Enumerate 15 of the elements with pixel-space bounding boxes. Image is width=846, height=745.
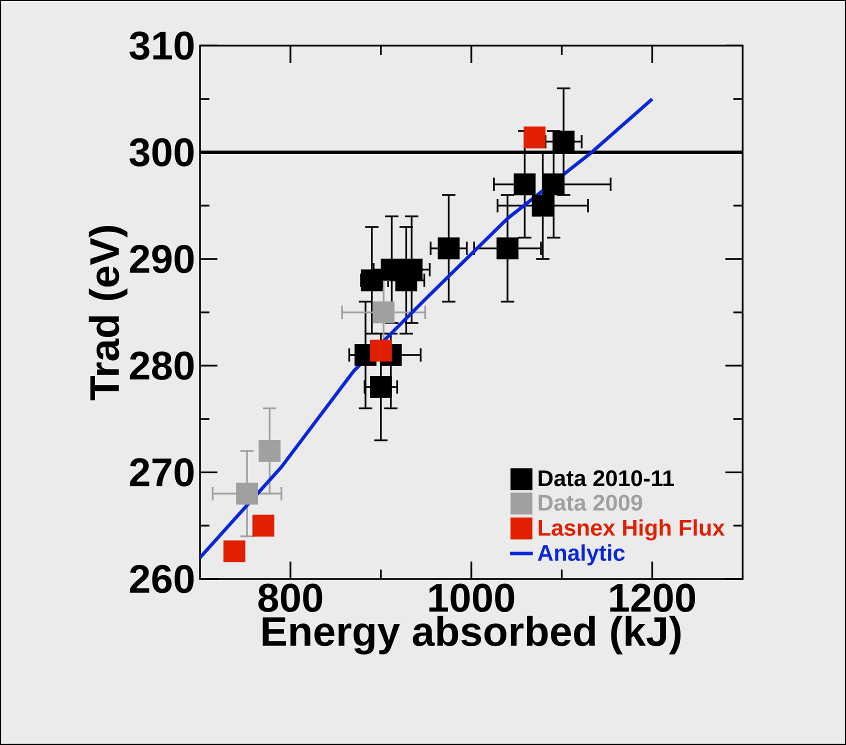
y-tick-label: 280 bbox=[130, 351, 194, 380]
legend-label: Analytic bbox=[538, 544, 625, 566]
y-tick-label: 290 bbox=[130, 244, 194, 274]
y-tick-label: 260 bbox=[130, 564, 194, 594]
legend-label: Data 2010-11 bbox=[538, 470, 674, 486]
x-tick-label: 800 bbox=[258, 584, 322, 612]
legend-label: Lasnex High Flux bbox=[538, 519, 725, 540]
y-tick-label: 300 bbox=[129, 138, 194, 167]
x-tick-label: 1000 bbox=[429, 584, 514, 612]
y-tick-label: 310 bbox=[129, 31, 194, 60]
x-tick-label: 1200 bbox=[610, 584, 696, 612]
y-axis-title: Trad (eV) bbox=[88, 226, 128, 400]
x-axis-title: Energy absorbed (kJ) bbox=[262, 616, 681, 655]
y-tick-label: 270 bbox=[130, 458, 194, 486]
legend-label: Data 2009 bbox=[538, 494, 642, 511]
